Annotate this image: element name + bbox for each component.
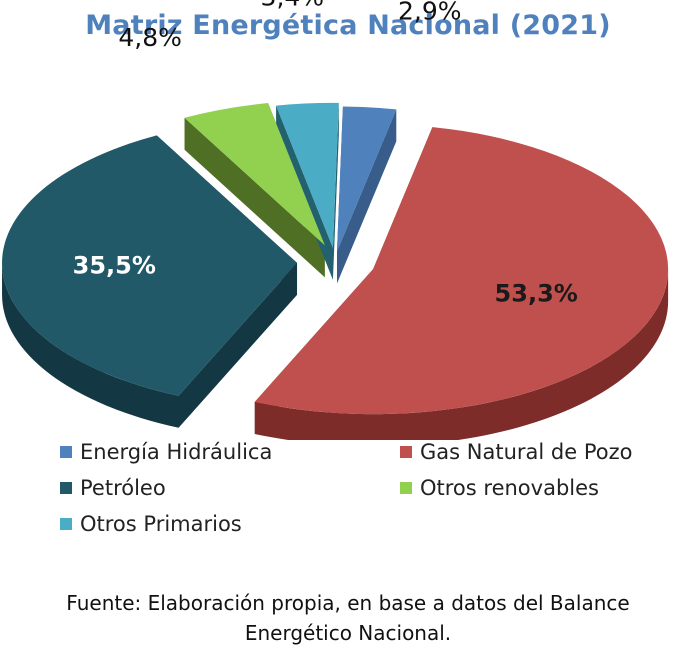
data-label: 53,3% — [495, 280, 578, 308]
chart-title: Matriz Energética Nacional (2021) — [85, 10, 611, 41]
legend-swatch — [60, 518, 72, 530]
source-note: Fuente: Elaboración propia, en base a da… — [0, 588, 696, 648]
source-note-line-2: Energético Nacional. — [244, 621, 452, 645]
legend-item: Petróleo — [60, 476, 166, 500]
legend-item: Energía Hidráulica — [60, 440, 272, 464]
data-label: 35,5% — [73, 252, 156, 280]
legend-label: Petróleo — [80, 476, 166, 500]
legend-label: Gas Natural de Pozo — [420, 440, 633, 464]
legend-item: Otros Primarios — [60, 512, 242, 536]
pie-top-layer — [2, 102, 669, 415]
legend-swatch — [60, 446, 72, 458]
legend-item: Gas Natural de Pozo — [400, 440, 632, 464]
legend-label: Otros renovables — [420, 476, 599, 500]
pie-slice — [254, 127, 669, 415]
legend-item: Otros renovables — [400, 476, 599, 500]
pie-slice — [276, 102, 339, 248]
source-note-line-1: Fuente: Elaboración propia, en base a da… — [66, 591, 630, 615]
legend-label: Otros Primarios — [80, 512, 242, 536]
legend-swatch — [400, 446, 412, 458]
pie-slice — [2, 135, 298, 396]
legend-label: Energía Hidráulica — [80, 440, 273, 464]
pie-slice-side — [276, 102, 339, 280]
pie-slice-side — [184, 103, 325, 278]
data-label: 3,4% — [261, 0, 325, 11]
data-label: 4,8% — [118, 23, 182, 52]
legend-swatch — [60, 482, 72, 494]
pie-slice — [184, 103, 325, 246]
data-label: 2,9% — [398, 0, 462, 25]
pie-label-layer: 2,9% 53,3% 35,5% 4,8% 3,4% — [73, 0, 578, 308]
pie-slice — [336, 106, 397, 252]
pie-slice-side — [336, 106, 397, 284]
legend-swatch — [400, 482, 412, 494]
pie-chart: 2,9% 53,3% 35,5% 4,8% 3,4% — [2, 0, 669, 440]
